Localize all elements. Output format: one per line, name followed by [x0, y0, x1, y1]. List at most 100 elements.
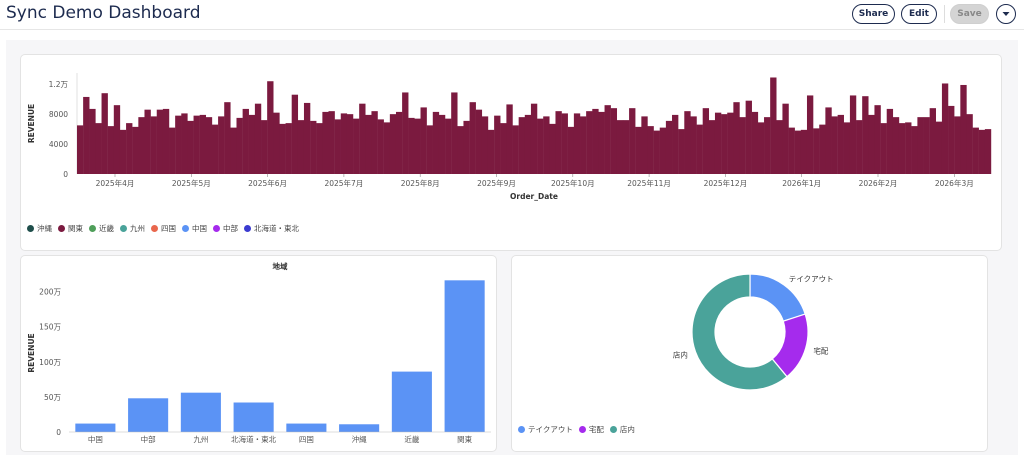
y-tick-label: 0: [56, 428, 61, 437]
bar-kanto: [886, 108, 894, 174]
legend-item[interactable]: 関東: [58, 223, 83, 234]
x-axis-label: Order_Date: [510, 192, 558, 201]
legend-item[interactable]: 四国: [151, 223, 176, 234]
bar-kanto: [537, 118, 544, 174]
bar-kanto: [580, 116, 587, 174]
bar-kanto: [647, 126, 654, 174]
bar-kanto: [567, 126, 575, 174]
region-bar: [391, 371, 432, 432]
legend-dot: [578, 426, 586, 433]
bar-kanto: [800, 129, 808, 174]
y-tick-label: 150万: [39, 323, 61, 332]
legend-label: 関東: [68, 224, 83, 233]
bar-kanto: [966, 114, 973, 174]
legend-label: 四国: [161, 224, 176, 233]
bar-kanto: [83, 96, 90, 174]
bar-kanto: [702, 108, 710, 174]
bar-kanto: [77, 125, 84, 174]
bar-kanto: [469, 102, 476, 174]
bar-kanto: [334, 119, 341, 174]
bar-kanto: [506, 104, 513, 174]
x-tick-label: 2025年4月: [96, 178, 135, 188]
bar-kanto: [126, 123, 133, 174]
legend-item[interactable]: 北海道・東北: [244, 223, 299, 234]
bar-kanto: [561, 113, 568, 174]
legend-label: 宅配: [588, 425, 604, 434]
bar-kanto: [714, 112, 722, 174]
order-type-card: テイクアウト 宅配 店内 テイクアウト 宅配 店内: [511, 255, 988, 452]
bar-kanto: [782, 103, 789, 174]
legend-item[interactable]: 店内: [609, 424, 635, 435]
x-tick-label: 中部: [141, 434, 156, 444]
bar-kanto: [555, 111, 562, 174]
bar-kanto: [95, 123, 102, 174]
bar-kanto: [261, 120, 268, 174]
share-button[interactable]: Share: [852, 4, 895, 24]
region-revenue-chart[interactable]: 地域 0 50万 100万 150万 200万 REVENUE 中国 中部 九州 北海道・東北 四国 沖…: [21, 256, 498, 453]
legend-item[interactable]: 沖縄: [27, 223, 52, 234]
legend-dot: [518, 426, 525, 433]
bar-kanto: [181, 113, 188, 174]
bar-kanto: [475, 109, 483, 174]
legend-label: 近畿: [99, 224, 114, 233]
header-divider: [944, 5, 945, 23]
y-axis-label: REVENUE: [27, 104, 36, 143]
x-tick-label: 九州: [193, 435, 208, 444]
legend-dot: [120, 225, 127, 232]
bar-kanto: [426, 125, 433, 174]
legend-dot: [27, 225, 34, 232]
x-tick-label: 沖縄: [352, 434, 367, 444]
x-tick-label: 四国: [299, 435, 314, 444]
bar-kanto: [849, 95, 857, 174]
bar-kanto: [340, 113, 348, 174]
legend-dot: [89, 225, 96, 232]
y-tick-label: 0: [63, 170, 68, 179]
edit-button[interactable]: Edit: [901, 4, 937, 24]
legend-label: 九州: [130, 224, 145, 233]
legend-label: 店内: [619, 425, 635, 434]
save-button[interactable]: Save: [950, 4, 989, 24]
legend-item[interactable]: 中部: [213, 223, 238, 234]
bar-kanto: [665, 120, 673, 174]
legend-item[interactable]: テイクアウト: [518, 424, 573, 435]
bar-kanto: [917, 117, 924, 174]
legend-label: 沖縄: [37, 224, 52, 233]
bar-kanto: [500, 123, 507, 174]
bar-kanto: [303, 102, 311, 174]
bar-kanto: [684, 111, 691, 174]
bar-kanto: [739, 117, 746, 174]
legend-item[interactable]: 九州: [120, 223, 145, 234]
legend-item[interactable]: 宅配: [578, 424, 604, 435]
bar-kanto: [481, 116, 489, 174]
bar-kanto: [445, 118, 452, 174]
x-tick-label: 2025年9月: [477, 178, 516, 188]
bar-kanto: [813, 128, 820, 174]
bar-kanto: [935, 121, 943, 174]
bar-kanto: [672, 114, 679, 174]
bar-kanto: [770, 77, 777, 174]
bar-kanto: [353, 118, 360, 174]
bar-kanto: [518, 117, 525, 174]
legend-item[interactable]: 近畿: [89, 223, 114, 234]
bar-kanto: [487, 129, 495, 174]
bar-kanto: [764, 117, 771, 174]
bar-kanto: [543, 116, 550, 174]
bar-kanto: [941, 83, 949, 174]
legend-item[interactable]: 中国: [182, 223, 207, 234]
bar-kanto: [310, 120, 317, 174]
daily-revenue-chart[interactable]: 0 4000 8000 1.2万 REVENUE 2025年4月 2025年5月 2025年6…: [21, 55, 1003, 215]
bar-kanto: [659, 127, 667, 174]
more-options-button[interactable]: [996, 4, 1016, 24]
bar-kanto: [438, 114, 446, 174]
bar-kanto: [898, 123, 906, 174]
chart-title: 地域: [273, 261, 288, 271]
bar-kanto: [641, 116, 648, 174]
bar-kanto: [880, 123, 887, 174]
legend-label: 中国: [192, 224, 207, 233]
bar-kanto: [175, 115, 182, 174]
bar-kanto: [984, 129, 992, 174]
bar-kanto: [794, 130, 802, 174]
region-bar: [286, 423, 327, 432]
bar-kanto: [463, 120, 470, 174]
